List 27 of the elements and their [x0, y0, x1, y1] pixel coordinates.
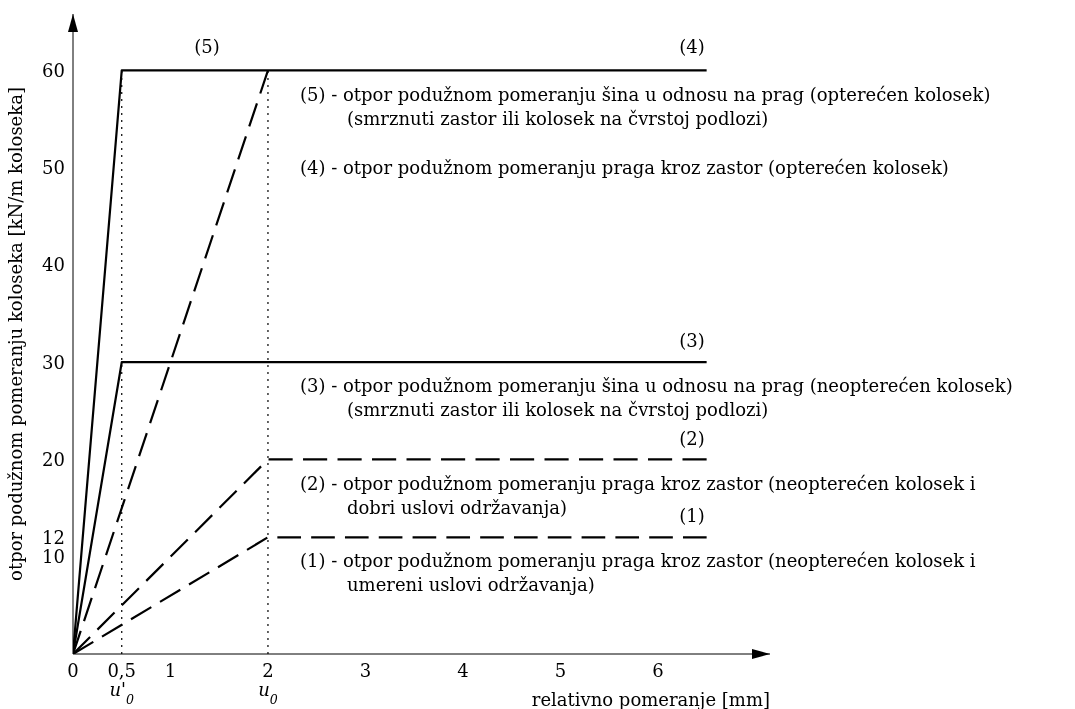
x-tick-label: 0,5 [107, 659, 137, 681]
y-tick-label: 10 [42, 546, 65, 568]
x-tick-label: 4 [457, 659, 469, 681]
annotation: (3) - otpor podužnom pomeranju šina u odnosu na prag (neopterećen kolosek) (smrznuti zastor ili kolosek na čvrstoj podlozi) [300, 375, 1013, 420]
annotation: (5) - otpor podužnom pomeranju šina u odnosu na prag (opterećen kolosek) (smrznuti zastor ili kolosek na čvrstoj podlozi) [300, 84, 991, 129]
y-tick-label: 12 [42, 526, 65, 548]
annotation: (4) [679, 36, 705, 57]
y-axis-title: otpor podužnom pomeranju koloseka [kN/m koloseka] [5, 87, 26, 581]
y-tick-label: 20 [42, 448, 65, 470]
text: u$_{0}$ [258, 679, 278, 707]
x-tick-label: 6 [652, 659, 664, 681]
annotation: (4) - otpor podužnom pomeranju praga kroz zastor (opterećen kolosek) [300, 157, 949, 178]
annotation: (3) [679, 330, 705, 351]
x-tick-label: 5 [554, 659, 567, 681]
text: u'$_{0}$ [109, 679, 135, 707]
y-tick-label: 50 [42, 157, 65, 179]
y-tick-label: 40 [42, 254, 65, 276]
x-tick-label: 2 [262, 659, 274, 681]
annotation: (2) [679, 428, 705, 449]
x-tick-label: 3 [359, 659, 372, 681]
x-tick-label: 0 [67, 659, 79, 681]
annotation: (1) - otpor podužnom pomeranju praga kroz zastor (neopterećen kolosek i umereni uslovi održavanja) [300, 550, 976, 595]
y-tick-label: 60 [42, 59, 65, 81]
annotation: (1) [679, 505, 705, 526]
x-tick-label: 1 [164, 659, 177, 681]
y-tick-label: 30 [42, 351, 65, 373]
annotation: (5) [194, 36, 220, 57]
